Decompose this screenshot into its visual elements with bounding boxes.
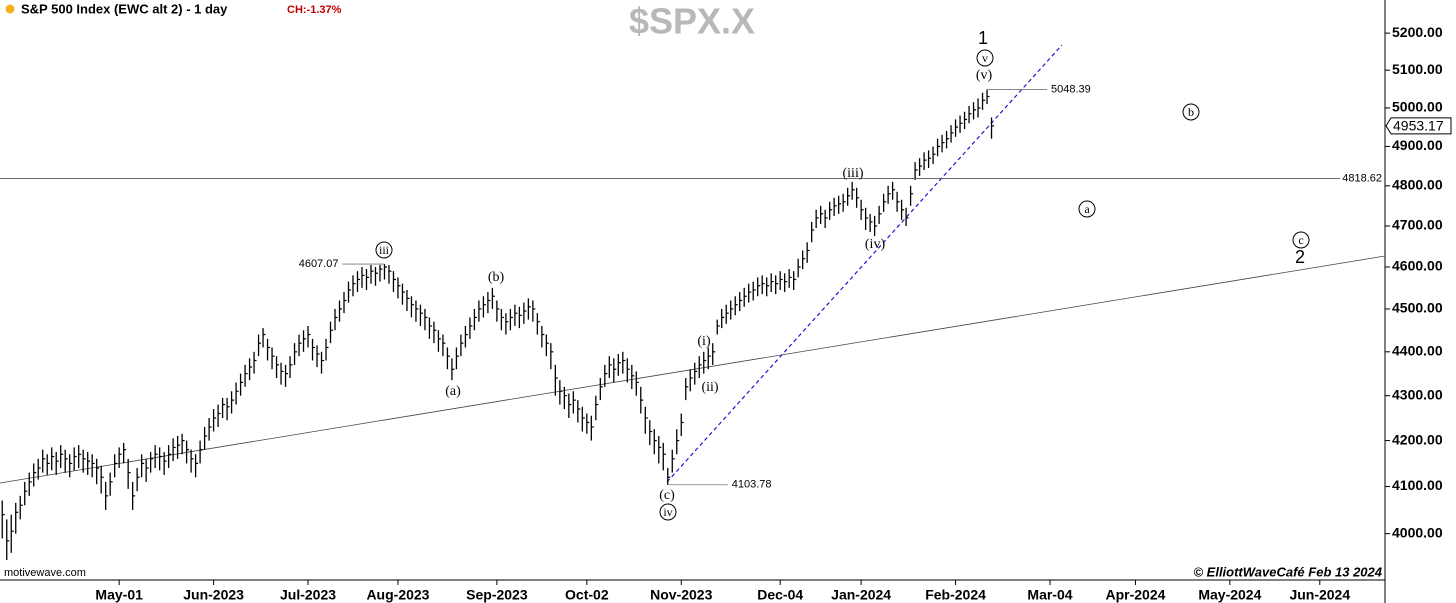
y-tick-label: 4100.00: [1392, 477, 1443, 493]
wave-label: b: [1188, 105, 1194, 119]
source: motivewave.com: [4, 567, 86, 579]
wave-label: iii: [379, 243, 390, 257]
y-tick-label: 4600.00: [1392, 258, 1443, 274]
wave-circle: [1078, 200, 1096, 218]
wave-label: (iv): [865, 237, 886, 252]
y-tick-label: 4400.00: [1392, 343, 1443, 359]
wave-label: v: [982, 51, 988, 65]
y-tick-label: 5100.00: [1392, 61, 1443, 77]
level-label: 4818.62: [1342, 172, 1382, 184]
wave-label: c: [1298, 233, 1303, 247]
wave-label: (iii): [843, 166, 864, 181]
y-tick-label: 4200.00: [1392, 431, 1443, 447]
x-tick-label: May-2024: [1198, 587, 1261, 603]
y-tick-label: 5000.00: [1392, 99, 1443, 115]
price-annotation: 4607.07: [299, 258, 339, 270]
wave-label: 2: [1295, 247, 1305, 267]
wave-circle: [1292, 231, 1310, 249]
x-tick-label: Jul-2023: [280, 587, 336, 603]
wave-circle: [976, 49, 994, 67]
chart-title: S&P 500 Index (EWC alt 2) - 1 day: [21, 1, 228, 16]
x-tick-label: Jun-2024: [1289, 587, 1350, 603]
wave-label: 1: [978, 28, 988, 48]
last-price-label: 4953.17: [1393, 118, 1444, 134]
y-tick-label: 4800.00: [1392, 177, 1443, 193]
watermark: $SPX.X: [629, 1, 755, 42]
x-tick-label: Mar-04: [1027, 587, 1072, 603]
wave-label: a: [1084, 202, 1090, 216]
price-annotation: 5048.39: [1051, 83, 1091, 95]
status-dot: [5, 4, 15, 14]
y-tick-label: 4300.00: [1392, 386, 1443, 402]
wave-label: (ii): [701, 380, 718, 395]
wave-circle: [659, 503, 677, 521]
wave-circle: [1182, 103, 1200, 121]
y-tick-label: 4000.00: [1392, 524, 1443, 540]
x-tick-label: May-01: [95, 587, 143, 603]
y-tick-label: 4700.00: [1392, 217, 1443, 233]
dashed-trend-line: [666, 44, 1063, 483]
y-tick-label: 5200.00: [1392, 24, 1443, 40]
change-label: CH:-1.37%: [287, 4, 342, 16]
wave-label: (i): [697, 334, 711, 349]
last-price-box: [1385, 117, 1452, 135]
x-tick-label: Jan-2024: [831, 587, 891, 603]
wave-circle: [375, 241, 393, 259]
wave-label: (v): [976, 68, 993, 83]
x-tick-label: Apr-2024: [1105, 587, 1165, 603]
x-tick-label: Oct-02: [565, 587, 609, 603]
wave-label: (c): [659, 488, 675, 503]
y-tick-label: 4500.00: [1392, 300, 1443, 316]
trend-line: [0, 255, 1386, 484]
x-tick-label: Sep-2023: [466, 587, 528, 603]
credit: © ElliottWaveCafé Feb 13 2024: [1193, 564, 1382, 579]
x-tick-label: Dec-04: [757, 587, 803, 603]
x-tick-label: Nov-2023: [650, 587, 712, 603]
wave-label: iv: [663, 505, 672, 519]
wave-label: (b): [488, 270, 505, 285]
level-label-bg: [1340, 171, 1384, 186]
price-annotation: 4103.78: [732, 479, 772, 491]
y-tick-label: 4900.00: [1392, 137, 1443, 153]
x-tick-label: Aug-2023: [366, 587, 429, 603]
x-tick-label: Feb-2024: [925, 587, 986, 603]
wave-label: (a): [445, 384, 461, 399]
x-tick-label: Jun-2023: [183, 587, 244, 603]
